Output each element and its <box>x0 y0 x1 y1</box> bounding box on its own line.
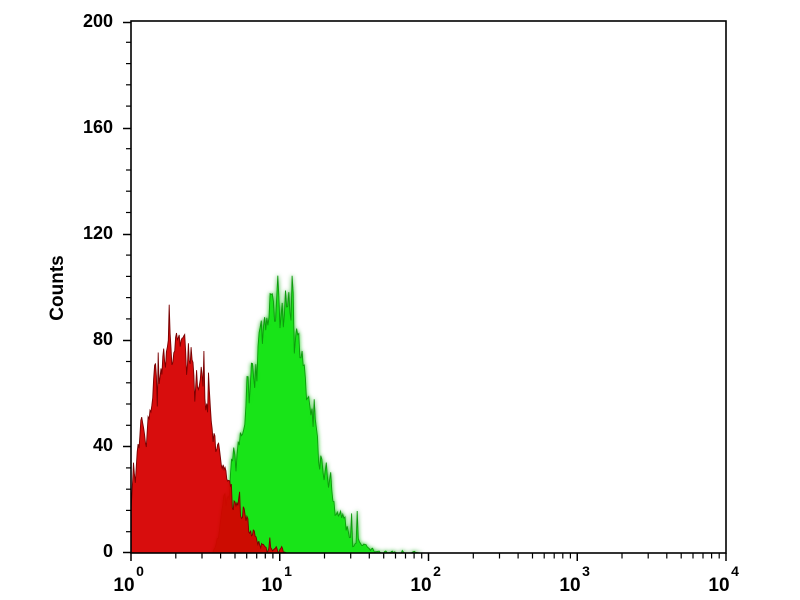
svg-text:2: 2 <box>433 563 441 579</box>
svg-text:160: 160 <box>83 117 113 137</box>
svg-text:200: 200 <box>83 11 113 31</box>
svg-text:4: 4 <box>731 563 739 579</box>
svg-text:80: 80 <box>93 329 113 349</box>
svg-text:10: 10 <box>708 575 729 596</box>
svg-text:1: 1 <box>284 563 292 579</box>
svg-text:3: 3 <box>582 563 590 579</box>
svg-text:Counts: Counts <box>47 255 68 320</box>
svg-text:120: 120 <box>83 223 113 243</box>
svg-text:10: 10 <box>559 575 580 596</box>
svg-text:0: 0 <box>103 541 113 561</box>
svg-text:10: 10 <box>113 575 134 596</box>
svg-text:10: 10 <box>410 575 431 596</box>
svg-text:10: 10 <box>261 575 282 596</box>
svg-text:0: 0 <box>136 563 144 579</box>
svg-text:40: 40 <box>93 435 113 455</box>
